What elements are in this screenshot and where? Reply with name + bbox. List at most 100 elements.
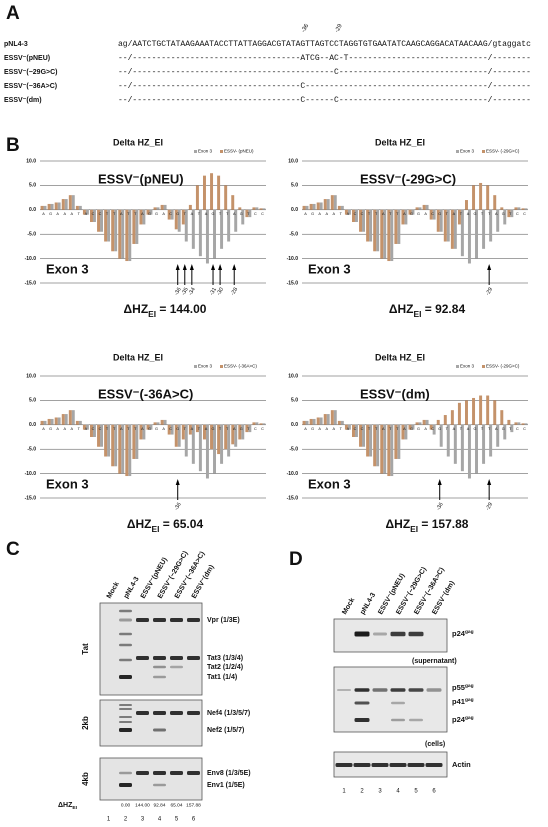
bar xyxy=(142,209,146,225)
bar xyxy=(496,424,500,447)
hz-subscript: EI xyxy=(413,309,421,319)
x-tick-label: A xyxy=(42,212,45,216)
gel-band xyxy=(409,718,423,722)
x-tick-label: T xyxy=(509,427,512,431)
delta-hz: ΔHZEI = 157.88 xyxy=(386,517,469,534)
delta-hz: ΔHZEI = 144.00 xyxy=(124,302,207,319)
bar xyxy=(153,207,157,210)
bar xyxy=(184,209,188,242)
bar xyxy=(429,424,433,430)
arrowhead xyxy=(211,264,216,270)
band-label: p24gag xyxy=(452,715,474,724)
bar xyxy=(188,424,192,435)
lane-number: 2 xyxy=(360,789,364,795)
bar xyxy=(383,209,387,259)
bar xyxy=(460,209,464,257)
exon-label: Exon 3 xyxy=(46,261,89,276)
mutant-label: ESSV⁻(-29G>C) xyxy=(360,171,456,186)
bar xyxy=(139,424,143,440)
x-tick-label: G xyxy=(417,427,420,431)
bar xyxy=(510,424,514,433)
arrowhead xyxy=(487,479,492,485)
bar xyxy=(54,417,58,425)
band-superscript: gag xyxy=(465,684,474,689)
mutation-marker: -36 xyxy=(301,23,311,34)
band-label: Tat3 (1/3/4) xyxy=(207,655,243,662)
bar xyxy=(401,424,405,440)
bar xyxy=(170,424,174,435)
bar xyxy=(118,424,122,474)
x-tick-label: A xyxy=(191,427,194,431)
band-label: Env1 (1/5E) xyxy=(207,782,245,789)
bar xyxy=(517,422,521,425)
bar xyxy=(78,205,82,210)
gel-box xyxy=(99,602,203,696)
gel-band xyxy=(170,665,183,669)
bar xyxy=(432,424,436,435)
x-tick-label: T xyxy=(198,427,201,431)
bar xyxy=(125,424,129,477)
row-name: ESSV⁻(−29G>C) xyxy=(4,69,58,76)
x-tick-label: G xyxy=(502,427,505,431)
bar xyxy=(333,410,337,425)
y-tick-label: 5.0 xyxy=(291,183,298,189)
bar xyxy=(121,424,125,474)
bar xyxy=(234,209,238,232)
arrow-label: -35 xyxy=(181,287,190,297)
bar xyxy=(479,182,483,210)
arrow-label: -29 xyxy=(485,287,494,297)
x-tick-label: G xyxy=(474,212,477,216)
x-tick-label: T xyxy=(460,212,463,216)
gel-band xyxy=(119,609,132,613)
bar xyxy=(75,420,79,425)
bar xyxy=(362,424,365,447)
x-tick-label: C xyxy=(99,212,102,216)
bar xyxy=(524,423,528,425)
gel-band xyxy=(170,618,183,622)
bar xyxy=(366,424,370,457)
hz-value: 92.84 xyxy=(153,802,165,808)
x-tick-label: C xyxy=(92,212,95,216)
bar xyxy=(170,209,174,220)
y-tick-label: 10.0 xyxy=(288,158,298,164)
arrow-label: -36 xyxy=(174,502,183,512)
bar xyxy=(231,195,235,210)
hz-value: = 144.00 xyxy=(156,302,207,316)
x-tick-label: A xyxy=(495,427,498,431)
x-tick-label: G xyxy=(176,427,179,431)
bar xyxy=(316,417,320,425)
gel-band xyxy=(371,763,389,767)
x-tick-label: G xyxy=(148,212,151,216)
bar xyxy=(227,424,231,457)
bar xyxy=(188,204,192,210)
bar xyxy=(57,202,61,210)
bar xyxy=(475,424,478,474)
hz-value: 157.88 xyxy=(186,802,201,808)
bar xyxy=(118,209,122,259)
gel-band xyxy=(153,665,166,669)
bar xyxy=(376,424,380,467)
bar xyxy=(132,209,136,244)
bar xyxy=(432,209,436,220)
bar xyxy=(259,208,263,210)
bar xyxy=(387,209,391,262)
bar xyxy=(489,209,493,242)
hz-symbol: ΔHZ xyxy=(58,802,73,809)
x-tick-label: C xyxy=(169,427,172,431)
arrow-label: -31 xyxy=(209,287,218,297)
bar xyxy=(450,209,454,249)
x-tick-label: A xyxy=(382,212,385,216)
x-tick-label: A xyxy=(120,212,123,216)
gel-band xyxy=(353,763,371,767)
bar xyxy=(408,424,412,430)
band-name: p41 xyxy=(452,697,465,706)
gel-box xyxy=(99,757,203,801)
x-tick-label: A xyxy=(347,212,350,216)
gel-band xyxy=(391,701,405,705)
bar xyxy=(61,199,65,210)
hz-subscript: EI xyxy=(151,524,159,534)
x-tick-label: T xyxy=(509,212,512,216)
band-label: p55gag xyxy=(452,683,474,692)
arrow-label: -30 xyxy=(216,287,225,297)
bar xyxy=(312,418,316,425)
